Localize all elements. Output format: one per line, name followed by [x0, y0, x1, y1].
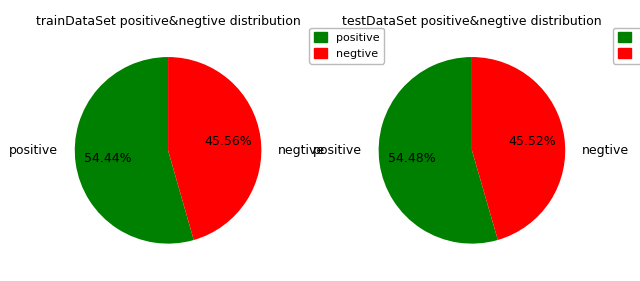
- Wedge shape: [472, 57, 565, 240]
- Title: trainDataSet positive&negtive distribution: trainDataSet positive&negtive distributi…: [36, 15, 300, 28]
- Title: testDataSet positive&negtive distribution: testDataSet positive&negtive distributio…: [342, 15, 602, 28]
- Text: positive: positive: [313, 144, 362, 157]
- Wedge shape: [379, 57, 498, 244]
- Legend: positive, negtive: positive, negtive: [613, 28, 640, 64]
- Wedge shape: [75, 57, 194, 244]
- Text: 54.44%: 54.44%: [84, 152, 132, 165]
- Text: 54.48%: 54.48%: [388, 152, 436, 165]
- Text: 45.52%: 45.52%: [508, 135, 556, 148]
- Text: positive: positive: [9, 144, 58, 157]
- Text: 45.56%: 45.56%: [204, 135, 252, 148]
- Text: negtive: negtive: [582, 144, 629, 157]
- Text: negtive: negtive: [278, 144, 325, 157]
- Wedge shape: [168, 57, 261, 240]
- Legend: positive, negtive: positive, negtive: [309, 28, 384, 64]
